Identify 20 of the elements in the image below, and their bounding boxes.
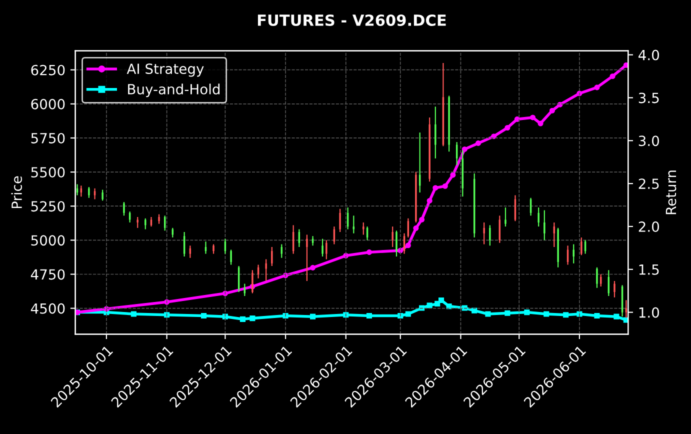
- y2-axis-title: Return: [666, 170, 676, 214]
- y2-tick-label: 2.0: [638, 221, 660, 232]
- y-tick-label: 6000: [31, 98, 65, 110]
- y-tick-label: 5500: [31, 167, 65, 178]
- y2-tick-label: 1.0: [639, 307, 660, 318]
- legend-label: AI Strategy: [126, 64, 204, 77]
- y-tick-label: 5250: [31, 201, 65, 212]
- y-axis-title: Price: [11, 176, 22, 208]
- y2-tick-label: 2.5: [638, 178, 659, 190]
- y-tick-label: 5750: [31, 132, 65, 144]
- y2-tick-label: 4.0: [638, 50, 660, 60]
- y2-tick-label: 3.0: [638, 136, 660, 146]
- y2-tick-label: 3.5: [638, 92, 659, 104]
- y-tick-label: 6250: [31, 64, 65, 76]
- chart-title: FUTURES - V2609.DCE: [258, 14, 446, 26]
- legend-label: Buy-and-Hold: [128, 84, 220, 98]
- y-tick-label: 5000: [31, 235, 65, 246]
- y-tick-label: 4500: [30, 303, 65, 314]
- y-tick-label: 4750: [30, 269, 65, 280]
- y2-tick-label: 1.5: [639, 264, 659, 275]
